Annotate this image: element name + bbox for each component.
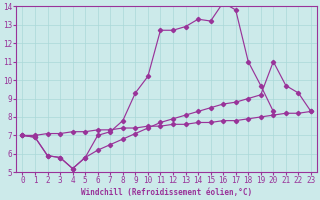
- X-axis label: Windchill (Refroidissement éolien,°C): Windchill (Refroidissement éolien,°C): [81, 188, 252, 197]
